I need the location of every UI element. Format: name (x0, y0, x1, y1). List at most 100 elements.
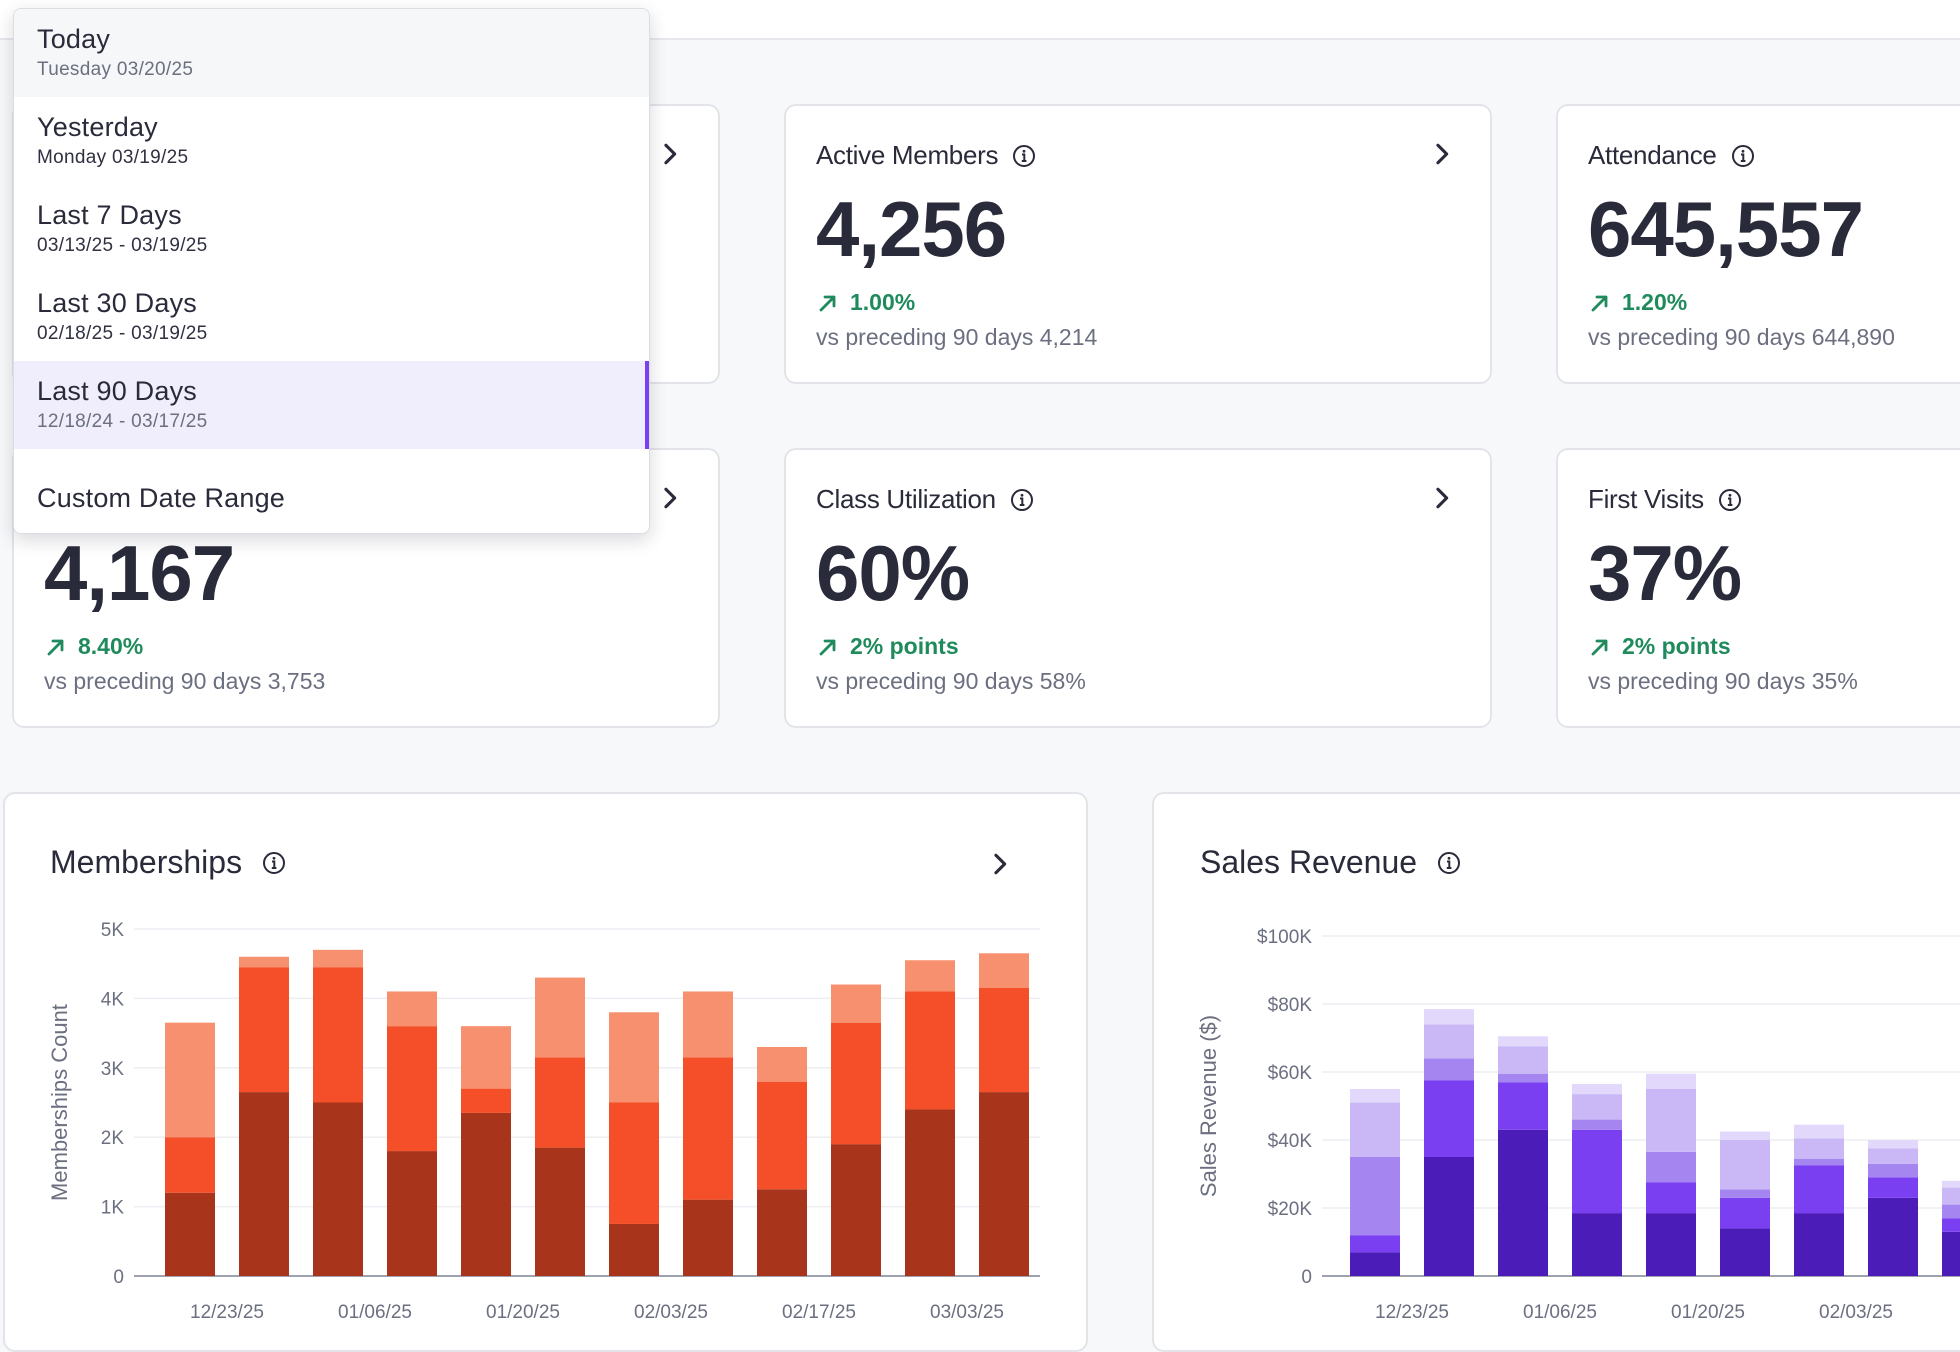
bar-segment[interactable] (535, 1147, 585, 1276)
bar-segment[interactable] (1868, 1140, 1918, 1149)
info-icon[interactable] (1731, 144, 1755, 168)
info-icon[interactable] (262, 851, 286, 875)
bar-segment[interactable] (1646, 1213, 1696, 1276)
bar-segment[interactable] (461, 1112, 511, 1276)
info-icon[interactable] (1012, 144, 1036, 168)
bar-segment[interactable] (1794, 1213, 1844, 1276)
bar-segment[interactable] (1350, 1102, 1400, 1157)
bar-segment[interactable] (461, 1026, 511, 1089)
chevron-right-icon[interactable] (986, 850, 1014, 878)
bar-segment[interactable] (1424, 1009, 1474, 1025)
bar-segment[interactable] (239, 1092, 289, 1276)
bar-segment[interactable] (979, 1092, 1029, 1276)
bar-segment[interactable] (1424, 1157, 1474, 1276)
date-option-yesterday[interactable]: Yesterday Monday 03/19/25 (14, 97, 649, 185)
bar-segment[interactable] (757, 1081, 807, 1190)
bar-segment[interactable] (1720, 1189, 1770, 1198)
bar-segment[interactable] (165, 1137, 215, 1193)
bar-segment[interactable] (1794, 1158, 1844, 1166)
bar-segment[interactable] (831, 1144, 881, 1276)
bar-segment[interactable] (239, 956, 289, 968)
bar-segment[interactable] (1350, 1252, 1400, 1276)
bar-segment[interactable] (1498, 1046, 1548, 1074)
bar-segment[interactable] (313, 949, 363, 968)
bar-segment[interactable] (683, 991, 733, 1058)
bar-segment[interactable] (1942, 1180, 1960, 1188)
bar-segment[interactable] (535, 1057, 585, 1148)
bar-segment[interactable] (1646, 1073, 1696, 1089)
bar-segment[interactable] (1868, 1148, 1918, 1164)
bar-segment[interactable] (831, 1022, 881, 1145)
bar-segment[interactable] (1498, 1082, 1548, 1130)
bar-segment[interactable] (535, 977, 585, 1058)
bar-segment[interactable] (1646, 1151, 1696, 1183)
bar-segment[interactable] (239, 967, 289, 1093)
bar-segment[interactable] (683, 1057, 733, 1200)
date-option-last-90-days[interactable]: Last 90 Days 12/18/24 - 03/17/25 (14, 361, 649, 449)
bar-segment[interactable] (1720, 1131, 1770, 1141)
bar-segment[interactable] (461, 1088, 511, 1113)
bar-segment[interactable] (1646, 1182, 1696, 1214)
metric-card-active-members[interactable]: Active Members 4,256 1.00% vs preceding … (784, 104, 1492, 384)
bar-segment[interactable] (1498, 1073, 1548, 1083)
bar-segment[interactable] (1572, 1094, 1622, 1120)
bar-segment[interactable] (1572, 1213, 1622, 1276)
bar-segment[interactable] (979, 953, 1029, 988)
bar-segment[interactable] (1720, 1197, 1770, 1229)
bar-segment[interactable] (1424, 1080, 1474, 1158)
bar-segment[interactable] (1424, 1058, 1474, 1081)
bar-segment[interactable] (1868, 1177, 1918, 1198)
bar-segment[interactable] (1646, 1089, 1696, 1152)
bar-segment[interactable] (1868, 1163, 1918, 1178)
chevron-right-icon[interactable] (656, 140, 684, 168)
bar-segment[interactable] (1350, 1157, 1400, 1236)
info-icon[interactable] (1010, 488, 1034, 512)
bar-segment[interactable] (387, 1151, 437, 1276)
date-option-last-7-days[interactable]: Last 7 Days 03/13/25 - 03/19/25 (14, 185, 649, 273)
bar-segment[interactable] (757, 1046, 807, 1082)
info-icon[interactable] (1437, 851, 1461, 875)
bar-segment[interactable] (905, 991, 955, 1110)
bar-segment[interactable] (1498, 1129, 1548, 1276)
date-option-today[interactable]: Today Tuesday 03/20/25 (14, 9, 649, 97)
bar-segment[interactable] (609, 1102, 659, 1224)
metric-card-attendance[interactable]: Attendance 645,557 1.20% vs preceding 90… (1556, 104, 1960, 384)
bar-segment[interactable] (1794, 1165, 1844, 1214)
bar-segment[interactable] (1794, 1124, 1844, 1139)
date-option-custom-range[interactable]: Custom Date Range (14, 449, 649, 533)
bar-segment[interactable] (1942, 1231, 1960, 1276)
bar-segment[interactable] (1350, 1089, 1400, 1103)
metric-card-class-utilization[interactable]: Class Utilization 60% 2% points vs prece… (784, 448, 1492, 728)
bar-segment[interactable] (313, 1102, 363, 1277)
bar-segment[interactable] (1720, 1140, 1770, 1190)
bar-segment[interactable] (387, 1026, 437, 1152)
bar-segment[interactable] (609, 1012, 659, 1103)
metric-card-first-visits[interactable]: First Visits 37% 2% points vs preceding … (1556, 448, 1960, 728)
bar-segment[interactable] (1720, 1228, 1770, 1276)
chevron-right-icon[interactable] (656, 484, 684, 512)
bar-segment[interactable] (609, 1223, 659, 1276)
bar-segment[interactable] (387, 991, 437, 1027)
bar-segment[interactable] (1942, 1218, 1960, 1232)
chevron-right-icon[interactable] (1428, 140, 1456, 168)
bar-segment[interactable] (313, 967, 363, 1103)
date-option-last-30-days[interactable]: Last 30 Days 02/18/25 - 03/19/25 (14, 273, 649, 361)
bar-segment[interactable] (1572, 1129, 1622, 1214)
bar-segment[interactable] (1794, 1138, 1844, 1159)
bar-segment[interactable] (831, 984, 881, 1023)
bar-segment[interactable] (165, 1022, 215, 1138)
bar-segment[interactable] (757, 1189, 807, 1276)
bar-segment[interactable] (905, 1109, 955, 1276)
bar-segment[interactable] (1942, 1187, 1960, 1205)
info-icon[interactable] (1718, 488, 1742, 512)
bar-segment[interactable] (1498, 1036, 1548, 1047)
bar-segment[interactable] (165, 1192, 215, 1276)
bar-segment[interactable] (1868, 1197, 1918, 1276)
bar-segment[interactable] (1572, 1119, 1622, 1130)
bar-segment[interactable] (1942, 1204, 1960, 1219)
bar-segment[interactable] (905, 960, 955, 992)
bar-segment[interactable] (683, 1199, 733, 1276)
bar-segment[interactable] (1350, 1235, 1400, 1253)
bar-segment[interactable] (979, 987, 1029, 1093)
chevron-right-icon[interactable] (1428, 484, 1456, 512)
